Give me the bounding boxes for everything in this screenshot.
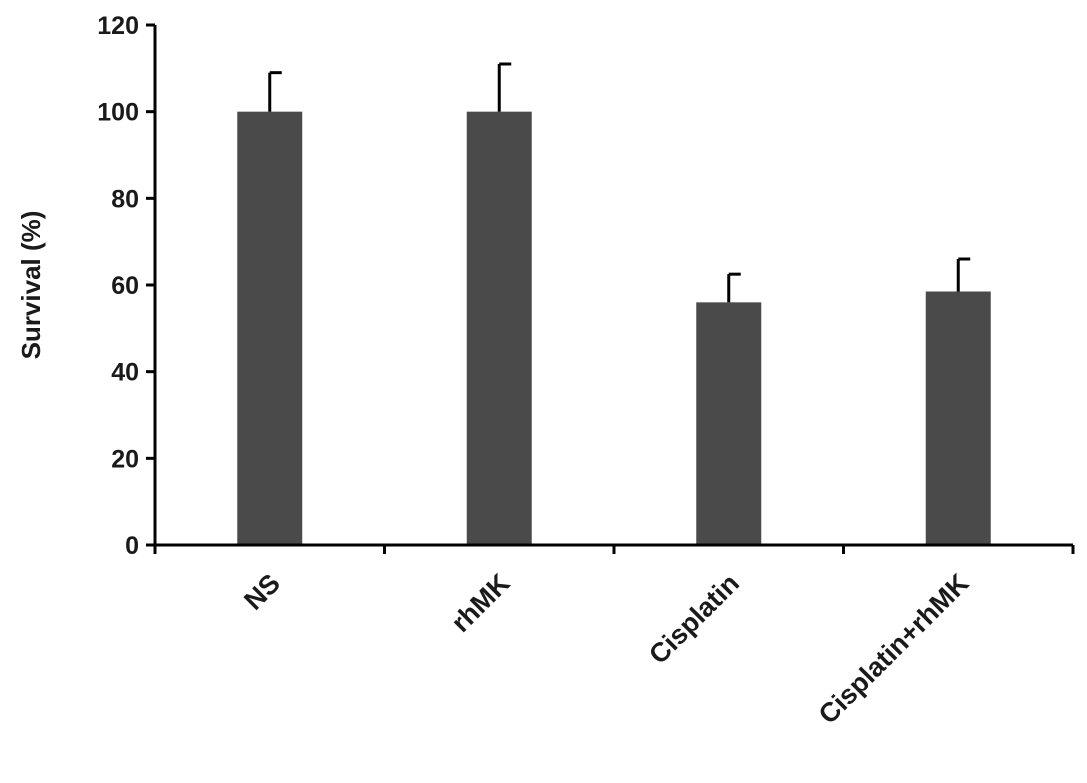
x-category-label: NS	[238, 568, 286, 616]
y-tick-label: 80	[111, 185, 139, 213]
x-category-label: rhMK	[445, 568, 515, 638]
y-ticks-group: 0 20 40 60 80 100 120	[97, 12, 155, 560]
x-labels-group: NS rhMK Cisplatin Cisplatin+rhMK	[238, 568, 975, 730]
bar	[237, 111, 303, 546]
y-tick-label: 60	[111, 272, 139, 300]
x-category-label: Cisplatin+rhMK	[813, 568, 975, 730]
y-tick-label: 100	[97, 99, 139, 127]
y-tick-label: 40	[111, 359, 139, 387]
bars-group	[237, 62, 991, 546]
y-axis-title: Survival (%)	[16, 211, 46, 360]
y-tick-label: 0	[125, 532, 139, 560]
bar	[696, 302, 762, 545]
y-tick-label: 120	[97, 12, 139, 40]
bar	[925, 291, 991, 545]
y-tick-label: 20	[111, 445, 139, 473]
x-category-label: Cisplatin	[643, 568, 745, 670]
bar	[466, 111, 532, 546]
